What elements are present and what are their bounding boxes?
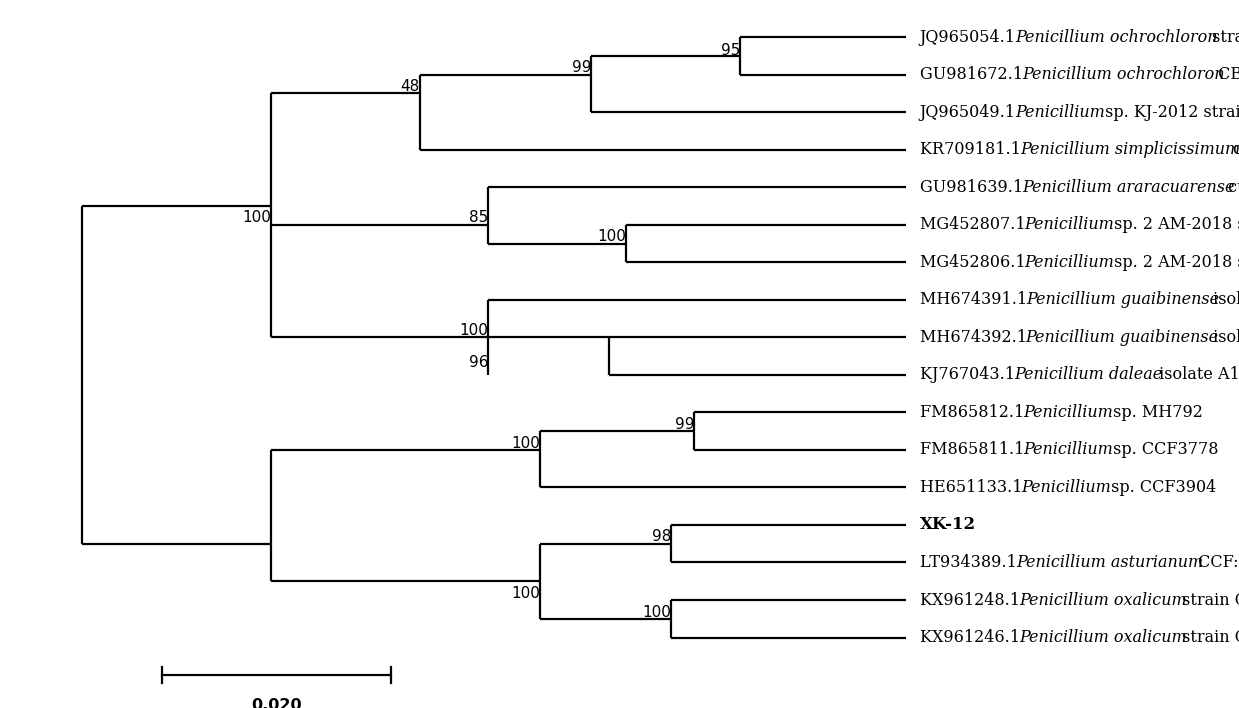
Text: sp. 2 AM-2018 strain 20b: sp. 2 AM-2018 strain 20b	[1109, 216, 1239, 233]
Text: strain GZU-BCECCQS2-3: strain GZU-BCECCQS2-3	[1207, 28, 1239, 45]
Text: 100: 100	[643, 605, 672, 620]
Text: FM865812.1: FM865812.1	[919, 404, 1030, 421]
Text: sp. KJ-2012 strain GZU-BCECWNS1-2: sp. KJ-2012 strain GZU-BCECWNS1-2	[1100, 103, 1239, 120]
Text: 100: 100	[242, 210, 271, 225]
Text: CCF:2062: CCF:2062	[1193, 554, 1239, 571]
Text: Penicillium simplicissimum: Penicillium simplicissimum	[1020, 141, 1239, 158]
Text: Penicillium ochrochloron: Penicillium ochrochloron	[1022, 66, 1224, 83]
Text: 98: 98	[652, 530, 672, 544]
Text: isolate A1S4-D12: isolate A1S4-D12	[1155, 366, 1239, 383]
Text: CBS:357.48: CBS:357.48	[1213, 66, 1239, 83]
Text: Penicillium asturianum: Penicillium asturianum	[1016, 554, 1203, 571]
Text: strain CGMCC 3.18183: strain CGMCC 3.18183	[1177, 629, 1239, 646]
Text: culture MUTITA:1184: culture MUTITA:1184	[1228, 141, 1239, 158]
Text: GU981672.1: GU981672.1	[919, 66, 1028, 83]
Text: KJ767043.1: KJ767043.1	[919, 366, 1020, 383]
Text: 85: 85	[470, 210, 488, 225]
Text: sp. CCF3904: sp. CCF3904	[1106, 479, 1217, 496]
Text: sp. CCF3778: sp. CCF3778	[1108, 441, 1218, 458]
Text: Penicillium guaibinense: Penicillium guaibinense	[1026, 291, 1219, 308]
Text: 48: 48	[400, 79, 420, 94]
Text: 100: 100	[597, 229, 626, 244]
Text: Penicillium: Penicillium	[1025, 253, 1114, 270]
Text: KX961248.1: KX961248.1	[919, 591, 1025, 608]
Text: isolate 23EM7: isolate 23EM7	[1208, 329, 1239, 346]
Text: KR709181.1: KR709181.1	[919, 141, 1026, 158]
Text: Penicillium: Penicillium	[1023, 404, 1113, 421]
Text: 95: 95	[721, 42, 740, 58]
Text: sp. 2 AM-2018 strain 9b: sp. 2 AM-2018 strain 9b	[1109, 253, 1239, 270]
Text: LT934389.1: LT934389.1	[919, 554, 1022, 571]
Text: strain CGMCC 3.18185: strain CGMCC 3.18185	[1177, 591, 1239, 608]
Text: JQ965049.1: JQ965049.1	[919, 103, 1021, 120]
Text: 99: 99	[572, 60, 591, 75]
Text: Penicillium oxalicum: Penicillium oxalicum	[1020, 629, 1187, 646]
Text: Penicillium: Penicillium	[1021, 479, 1111, 496]
Text: Penicillium araracuarense: Penicillium araracuarense	[1022, 178, 1234, 195]
Text: Penicillium: Penicillium	[1023, 441, 1113, 458]
Text: MG452807.1: MG452807.1	[919, 216, 1031, 233]
Text: HE651133.1: HE651133.1	[919, 479, 1027, 496]
Text: Penicillium guaibinense: Penicillium guaibinense	[1026, 329, 1219, 346]
Text: 100: 100	[510, 435, 540, 451]
Text: 100: 100	[460, 323, 488, 338]
Text: 99: 99	[675, 417, 694, 432]
Text: culture-collection CBS:113146: culture-collection CBS:113146	[1223, 178, 1239, 195]
Text: Penicillium: Penicillium	[1025, 216, 1114, 233]
Text: Penicillium: Penicillium	[1015, 103, 1105, 120]
Text: Penicillium oxalicum: Penicillium oxalicum	[1020, 591, 1187, 608]
Text: XK-12: XK-12	[919, 516, 976, 533]
Text: MG452806.1: MG452806.1	[919, 253, 1031, 270]
Text: 0.020: 0.020	[252, 697, 302, 708]
Text: JQ965054.1: JQ965054.1	[919, 28, 1021, 45]
Text: isolate 23EM8: isolate 23EM8	[1208, 291, 1239, 308]
Text: Penicillium daleae: Penicillium daleae	[1015, 366, 1162, 383]
Text: Penicillium ochrochloron: Penicillium ochrochloron	[1015, 28, 1218, 45]
Text: 100: 100	[510, 586, 540, 601]
Text: MH674391.1: MH674391.1	[919, 291, 1032, 308]
Text: KX961246.1: KX961246.1	[919, 629, 1025, 646]
Text: MH674392.1: MH674392.1	[919, 329, 1032, 346]
Text: GU981639.1: GU981639.1	[919, 178, 1028, 195]
Text: sp. MH792: sp. MH792	[1108, 404, 1203, 421]
Text: 96: 96	[468, 355, 488, 370]
Text: FM865811.1: FM865811.1	[919, 441, 1030, 458]
